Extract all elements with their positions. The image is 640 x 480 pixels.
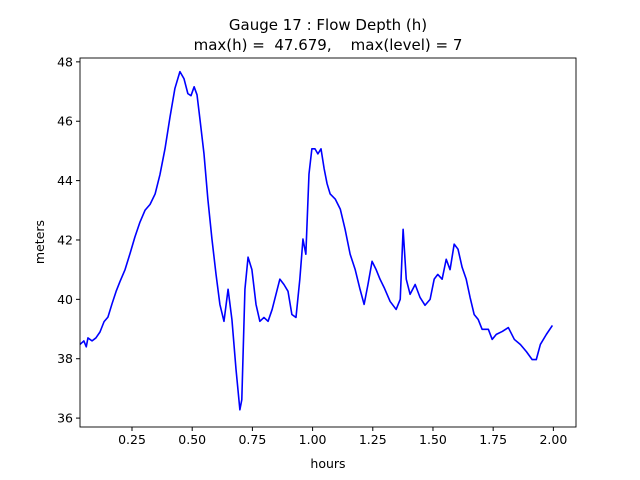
chart-subtitle: max(h) = 47.679, max(level) = 7 bbox=[194, 36, 463, 54]
y-tick-label: 48 bbox=[57, 54, 73, 69]
y-tick-label: 38 bbox=[57, 351, 73, 366]
x-tick-label: 1.25 bbox=[359, 432, 387, 447]
x-tick-label: 1.75 bbox=[479, 432, 507, 447]
y-axis-label: meters bbox=[32, 220, 47, 264]
data-line bbox=[79, 70, 554, 411]
x-tick-label: 2.00 bbox=[539, 432, 567, 447]
x-axis-label: hours bbox=[310, 456, 345, 471]
y-tick-label: 46 bbox=[57, 114, 73, 129]
chart-title: Gauge 17 : Flow Depth (h) bbox=[229, 16, 427, 34]
y-tick-label: 36 bbox=[57, 411, 73, 426]
y-tick-label: 42 bbox=[57, 232, 73, 247]
y-tick-label: 40 bbox=[57, 292, 73, 307]
plot-frame bbox=[79, 57, 577, 428]
x-tick-label: 1.00 bbox=[299, 432, 327, 447]
x-tick-label: 1.50 bbox=[419, 432, 447, 447]
x-tick-label: 0.50 bbox=[178, 432, 206, 447]
y-tick-label: 44 bbox=[57, 173, 73, 188]
x-tick-label: 0.75 bbox=[238, 432, 266, 447]
x-tick-label: 0.25 bbox=[118, 432, 146, 447]
